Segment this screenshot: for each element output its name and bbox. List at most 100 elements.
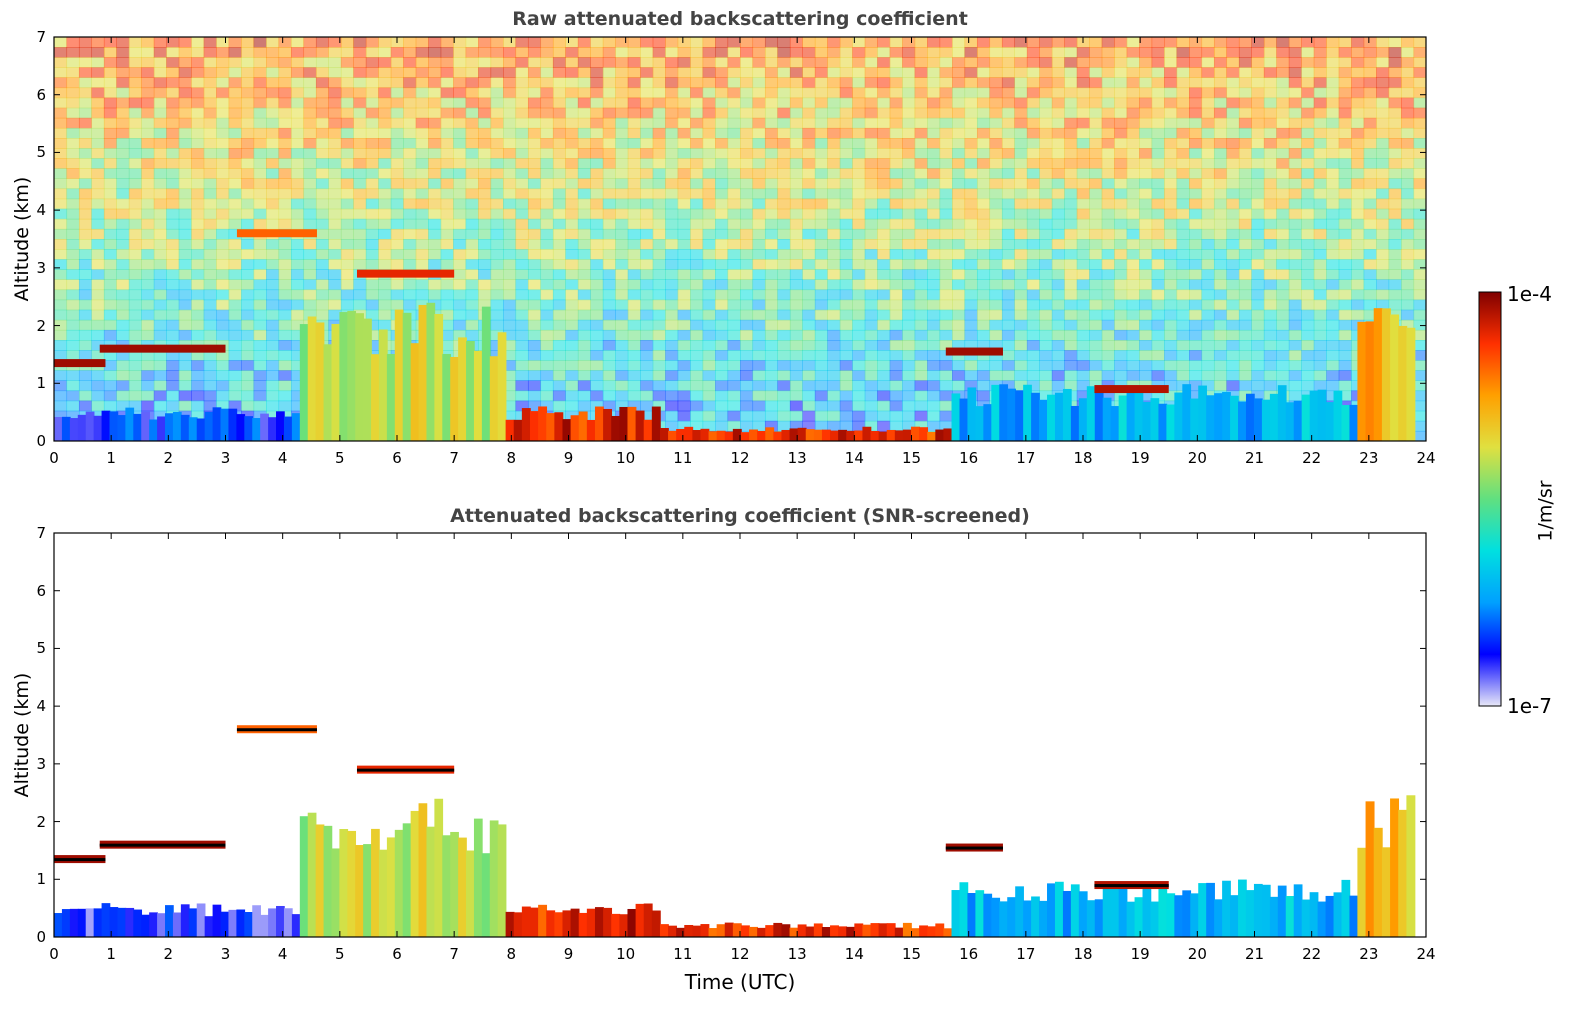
layer-mark	[1031, 392, 1040, 441]
layer-mark	[481, 306, 491, 441]
layer-mark	[773, 431, 783, 441]
layer-mark	[1277, 885, 1287, 937]
layer-mark	[299, 324, 309, 441]
x-tick-label: 23	[1359, 945, 1379, 963]
layer-mark	[724, 431, 734, 441]
x-tick-label: 6	[392, 449, 402, 467]
layer-mark	[1134, 386, 1144, 441]
x-tick-label: 12	[730, 449, 750, 467]
layer-mark	[442, 835, 452, 937]
layer-mark	[1406, 327, 1416, 441]
layer-mark	[991, 384, 1001, 441]
x-tick-label: 12	[730, 945, 750, 963]
layer-mark	[101, 903, 111, 937]
layer-mark	[54, 417, 63, 441]
layer-mark	[586, 908, 596, 937]
y-tick-label: 6	[36, 581, 46, 600]
layer-mark	[188, 417, 198, 441]
layer-mark	[165, 413, 174, 441]
layer-mark	[109, 411, 119, 441]
layer-mark	[821, 429, 831, 441]
layer-mark	[450, 356, 459, 441]
layer-mark	[1253, 883, 1263, 937]
layer-mark	[927, 431, 937, 441]
x-tick-label: 20	[1187, 945, 1207, 963]
layer-mark	[927, 926, 937, 937]
layer-mark	[54, 913, 63, 937]
layer-mark	[1110, 888, 1120, 937]
layer-mark	[975, 406, 985, 441]
x-tick-label: 22	[1302, 449, 1322, 467]
layer-mark	[450, 831, 459, 937]
layer-mark	[1341, 879, 1351, 937]
layer-mark	[371, 828, 380, 937]
y-tick-label: 3	[36, 754, 46, 773]
layer-mark	[805, 926, 815, 937]
layer-mark	[797, 427, 807, 441]
layer-mark	[854, 923, 864, 937]
layer-mark	[1238, 401, 1247, 441]
x-tick-label: 8	[506, 945, 517, 963]
cloud-base-mark	[356, 768, 455, 772]
x-tick-label: 16	[959, 449, 979, 467]
layer-mark	[434, 313, 444, 441]
layer-mark	[959, 398, 969, 441]
layer-mark	[1039, 900, 1048, 937]
cloud-base-mark	[236, 728, 317, 732]
layer-mark	[1406, 795, 1416, 937]
layer-mark	[220, 408, 230, 441]
layer-mark	[611, 913, 621, 937]
layer-mark	[378, 849, 388, 937]
layer-mark	[838, 926, 848, 937]
layer-mark	[1174, 392, 1184, 441]
layer-mark	[276, 411, 285, 441]
layer-mark	[1390, 314, 1400, 441]
x-tick-label: 23	[1359, 449, 1379, 467]
x-tick-label: 0	[49, 945, 59, 963]
layer-mark	[1062, 388, 1072, 441]
x-tick-label: 1	[106, 449, 116, 467]
x-tick-label: 15	[901, 449, 922, 467]
layer-mark	[1245, 393, 1255, 441]
layer-mark	[651, 910, 661, 937]
layer-mark	[854, 430, 864, 441]
x-tick-label: 13	[787, 945, 807, 963]
y-tick-label: 4	[36, 697, 46, 716]
y-tick-label: 1	[36, 870, 46, 889]
layer-mark	[1126, 391, 1136, 441]
layer-mark	[1094, 388, 1104, 441]
layer-mark	[386, 837, 396, 937]
y-tick-label: 5	[36, 143, 46, 162]
layer-mark	[331, 323, 341, 441]
x-tick-label: 11	[673, 945, 693, 963]
layer-mark	[935, 923, 945, 937]
layer-mark	[1373, 827, 1383, 937]
x-tick-label: 2	[163, 449, 174, 467]
x-tick-label: 7	[449, 945, 459, 963]
layer-mark	[1142, 881, 1152, 937]
layer-mark	[276, 905, 285, 937]
layer-mark	[180, 904, 190, 937]
layer-mark	[951, 393, 961, 441]
layer-mark	[196, 903, 206, 937]
layer-mark	[77, 908, 87, 937]
layer-mark	[180, 414, 190, 441]
layer-mark	[651, 406, 661, 441]
x-tick-label: 15	[901, 945, 922, 963]
layer-mark	[749, 926, 758, 937]
top-chart-title: Raw attenuated backscattering coefficien…	[512, 8, 968, 30]
x-tick-label: 17	[1016, 449, 1036, 467]
x-tick-label: 19	[1130, 449, 1150, 467]
layer-mark	[125, 907, 135, 937]
layer-mark	[716, 924, 726, 937]
layer-mark	[77, 414, 87, 441]
plot-frame	[53, 532, 1427, 938]
x-tick-label: 5	[335, 449, 345, 467]
layer-mark	[1190, 893, 1200, 937]
layer-mark	[299, 816, 309, 937]
x-tick-label: 3	[220, 449, 231, 467]
layer-mark	[347, 830, 357, 937]
layer-mark	[141, 411, 150, 441]
x-tick-label: 18	[1073, 945, 1093, 963]
cloud-layer-mark	[99, 344, 226, 353]
